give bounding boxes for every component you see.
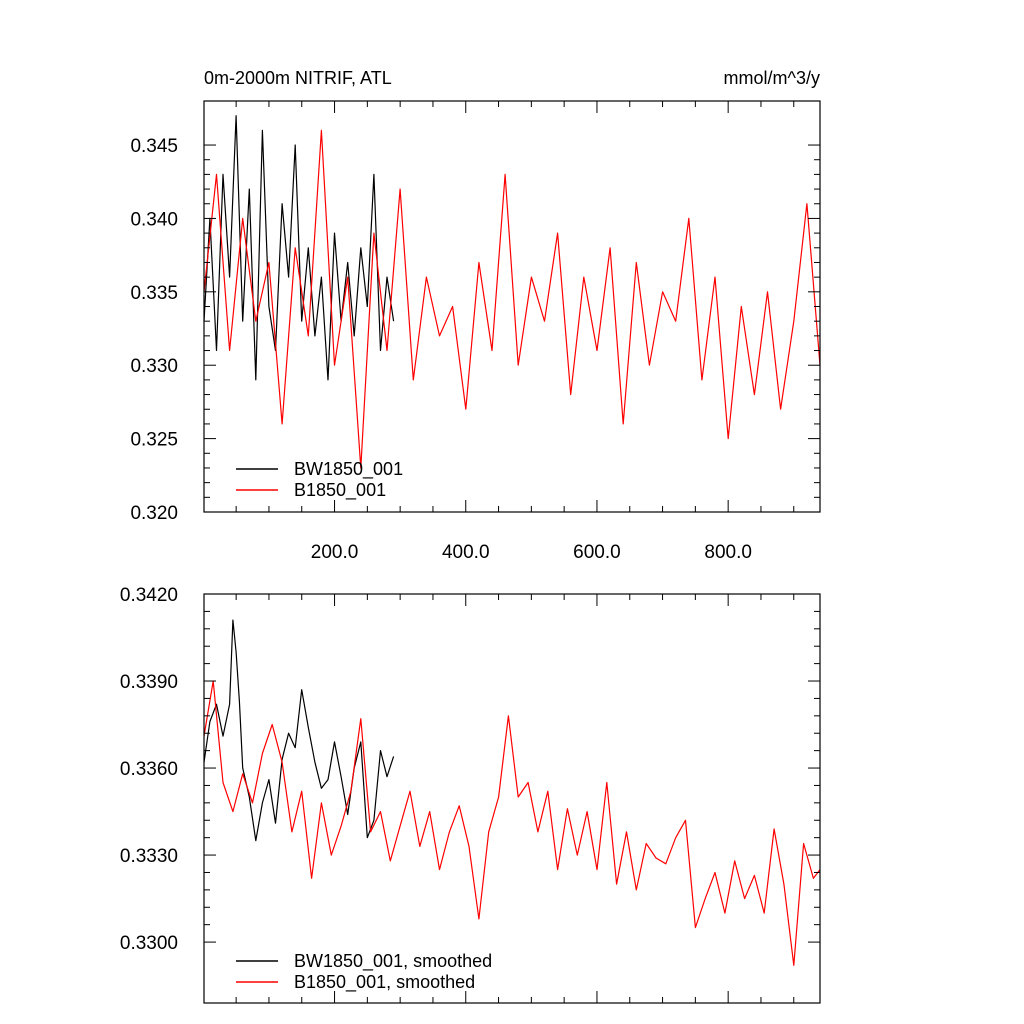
bottom-panel-ytick-label: 0.3300 xyxy=(120,933,178,954)
top-panel-series-line-0 xyxy=(203,115,395,381)
legend-label-b1850: B1850_001 xyxy=(294,480,386,501)
top-panel-xtick-label: 400.0 xyxy=(442,542,490,563)
top-panel-xtick-label: 800.0 xyxy=(704,542,752,563)
bottom-panel-series-layer xyxy=(203,619,821,966)
bottom-panel-series-line-1 xyxy=(203,680,821,966)
bottom-panel-ytick-label: 0.3360 xyxy=(120,759,178,780)
top-panel-plot-frame xyxy=(203,100,821,513)
top-panel: 0m-2000m NITRIF, ATL mmol/m^3/y 0.3200.3… xyxy=(130,68,821,563)
bottom-panel-ytick-label: 0.3420 xyxy=(120,585,178,606)
top-panel-xtick-label: 200.0 xyxy=(311,542,359,563)
bottom-panel-ytick-label: 0.3390 xyxy=(120,672,178,693)
top-panel-ytick-label: 0.345 xyxy=(130,136,178,157)
top-panel-ticks-layer: 0.320 0.325 0.330 0.335 0.340 0.345 200.0 400.0… xyxy=(130,101,820,563)
bottom-panel-legend: BW1850_001, smoothed B1850_001, smoothed xyxy=(236,951,492,993)
top-panel-units: mmol/m^3/y xyxy=(724,68,820,88)
top-panel-ytick-label: 0.325 xyxy=(130,430,178,451)
top-panel-ytick-label: 0.320 xyxy=(130,503,178,524)
top-panel-series-layer xyxy=(203,115,821,469)
legend-label-b1850-smoothed: B1850_001, smoothed xyxy=(294,972,475,993)
top-panel-ytick-label: 0.335 xyxy=(130,283,178,304)
legend-label-bw1850: BW1850_001 xyxy=(294,459,403,480)
top-panel-xtick-label: 600.0 xyxy=(573,542,621,563)
bottom-panel-plot-frame xyxy=(203,593,821,1004)
top-panel-legend: BW1850_001 B1850_001 xyxy=(236,459,403,501)
legend-label-bw1850-smoothed: BW1850_001, smoothed xyxy=(294,951,492,972)
top-panel-ytick-label: 0.340 xyxy=(130,209,178,230)
top-panel-series-line-1 xyxy=(203,129,821,469)
bottom-panel-ytick-label: 0.3330 xyxy=(120,846,178,867)
bottom-panel: 0.3300 0.3330 0.3360 0.3390 0.3420 BW1850_00… xyxy=(120,585,821,1004)
top-panel-title: 0m-2000m NITRIF, ATL xyxy=(204,68,392,88)
bottom-panel-series-line-0 xyxy=(203,619,395,842)
top-panel-ytick-label: 0.330 xyxy=(130,356,178,377)
